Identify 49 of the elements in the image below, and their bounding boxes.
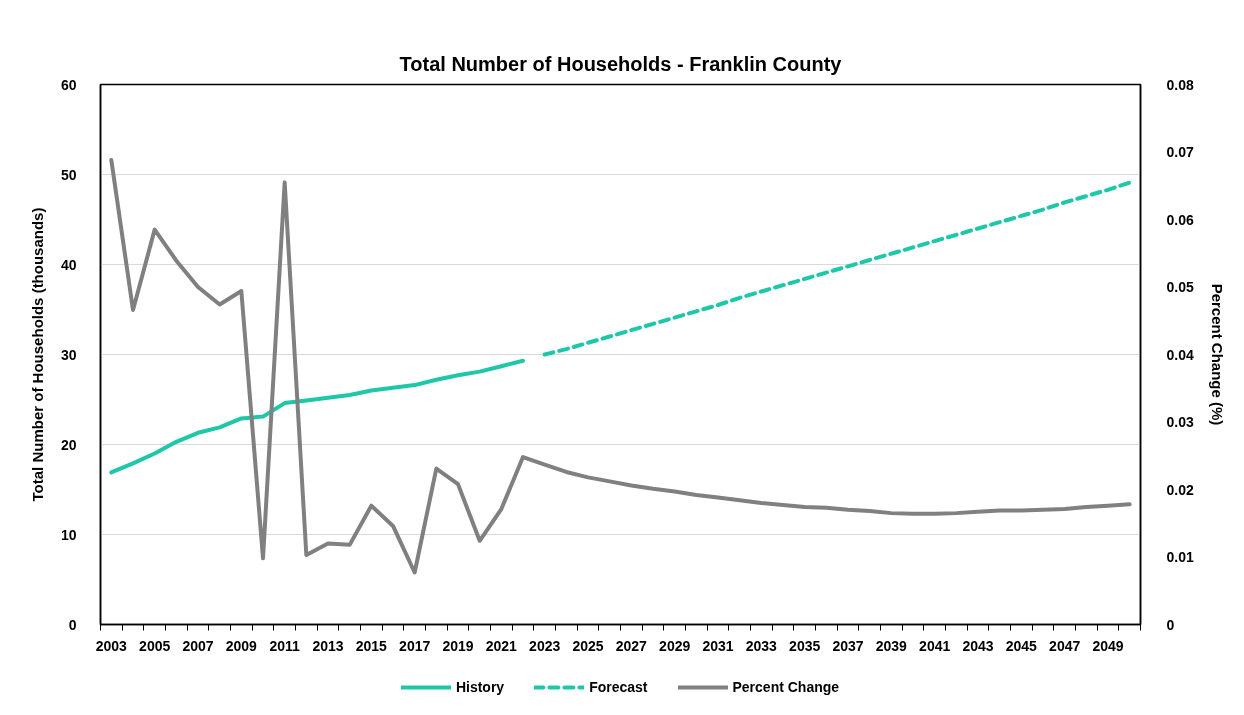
x-tick-label: 2021 — [485, 637, 518, 654]
x-tick-label: 2031 — [702, 637, 734, 654]
y-tick-label: 40 — [60, 256, 77, 273]
y2-tick-label: 0.04 — [1166, 346, 1194, 363]
x-tick-label: 2049 — [1092, 637, 1124, 654]
x-tick-label: 2039 — [875, 637, 908, 654]
x-tick-label: 2025 — [572, 637, 604, 654]
y2-tick-label: 0.08 — [1166, 76, 1194, 93]
x-tick-label: 2019 — [442, 637, 474, 654]
x-tick-label: 2017 — [399, 637, 431, 654]
y2-tick-label: 0.03 — [1166, 414, 1194, 430]
x-tick-label: 2011 — [269, 637, 301, 654]
y2-axis-title: Percent Change (%) — [1208, 283, 1226, 426]
x-tick-label: 2015 — [355, 637, 388, 654]
y2-tick-label: 0.02 — [1166, 481, 1194, 498]
x-tick-label: 2007 — [182, 637, 214, 654]
line-series — [542, 180, 1132, 357]
y2-tick-label: 0 — [1166, 616, 1175, 633]
y2-tick-label: 0.05 — [1166, 279, 1194, 295]
x-tick-label: 2003 — [95, 637, 128, 654]
legend-label: Forecast — [589, 679, 648, 695]
y-tick-label: 20 — [60, 436, 77, 453]
legend-label: History — [455, 679, 505, 695]
x-tick-label: 2047 — [1049, 637, 1081, 654]
x-tick-label: 2037 — [832, 637, 864, 654]
y2-tick-label: 0.01 — [1166, 549, 1194, 565]
y-tick-label: 10 — [60, 526, 77, 543]
line-series — [109, 358, 525, 475]
x-tick-label: 2029 — [659, 637, 691, 654]
x-tick-label: 2005 — [139, 637, 171, 654]
x-tick-label: 2035 — [789, 637, 821, 654]
y-tick-label: 30 — [60, 346, 77, 363]
x-tick-label: 2043 — [962, 637, 994, 654]
y-tick-label: 60 — [60, 76, 77, 93]
x-tick-label: 2033 — [745, 637, 778, 654]
chart-title: Total Number of Households - Franklin County — [399, 52, 843, 75]
y2-tick-label: 0.07 — [1166, 144, 1194, 160]
x-tick-label: 2045 — [1005, 637, 1038, 654]
legend-label: Percent Change — [732, 679, 840, 695]
y-axis-title: Total Number of Households (thousands) — [28, 207, 46, 502]
x-tick-label: 2027 — [615, 637, 648, 654]
y-tick-label: 50 — [60, 166, 77, 183]
y-tick-label: 0 — [68, 616, 77, 633]
x-tick-label: 2009 — [225, 637, 258, 654]
y2-tick-label: 0.06 — [1166, 211, 1194, 228]
line-series — [109, 158, 1132, 575]
x-tick-label: 2013 — [312, 637, 344, 654]
x-tick-label: 2023 — [529, 637, 561, 654]
x-tick-label: 2041 — [919, 637, 951, 654]
